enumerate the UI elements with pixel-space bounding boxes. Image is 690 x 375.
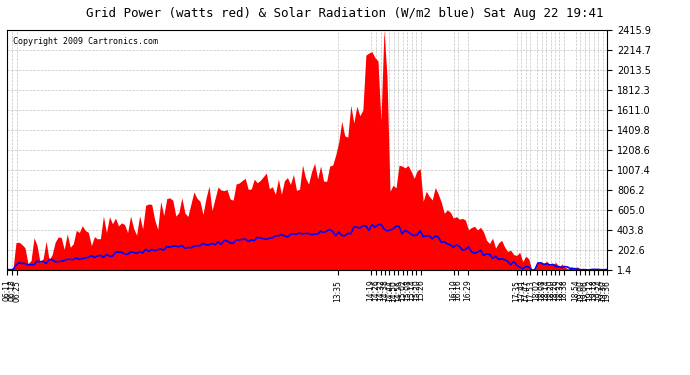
Text: Grid Power (watts red) & Solar Radiation (W/m2 blue) Sat Aug 22 19:41: Grid Power (watts red) & Solar Radiation…	[86, 8, 604, 21]
Text: Copyright 2009 Cartronics.com: Copyright 2009 Cartronics.com	[13, 37, 158, 46]
